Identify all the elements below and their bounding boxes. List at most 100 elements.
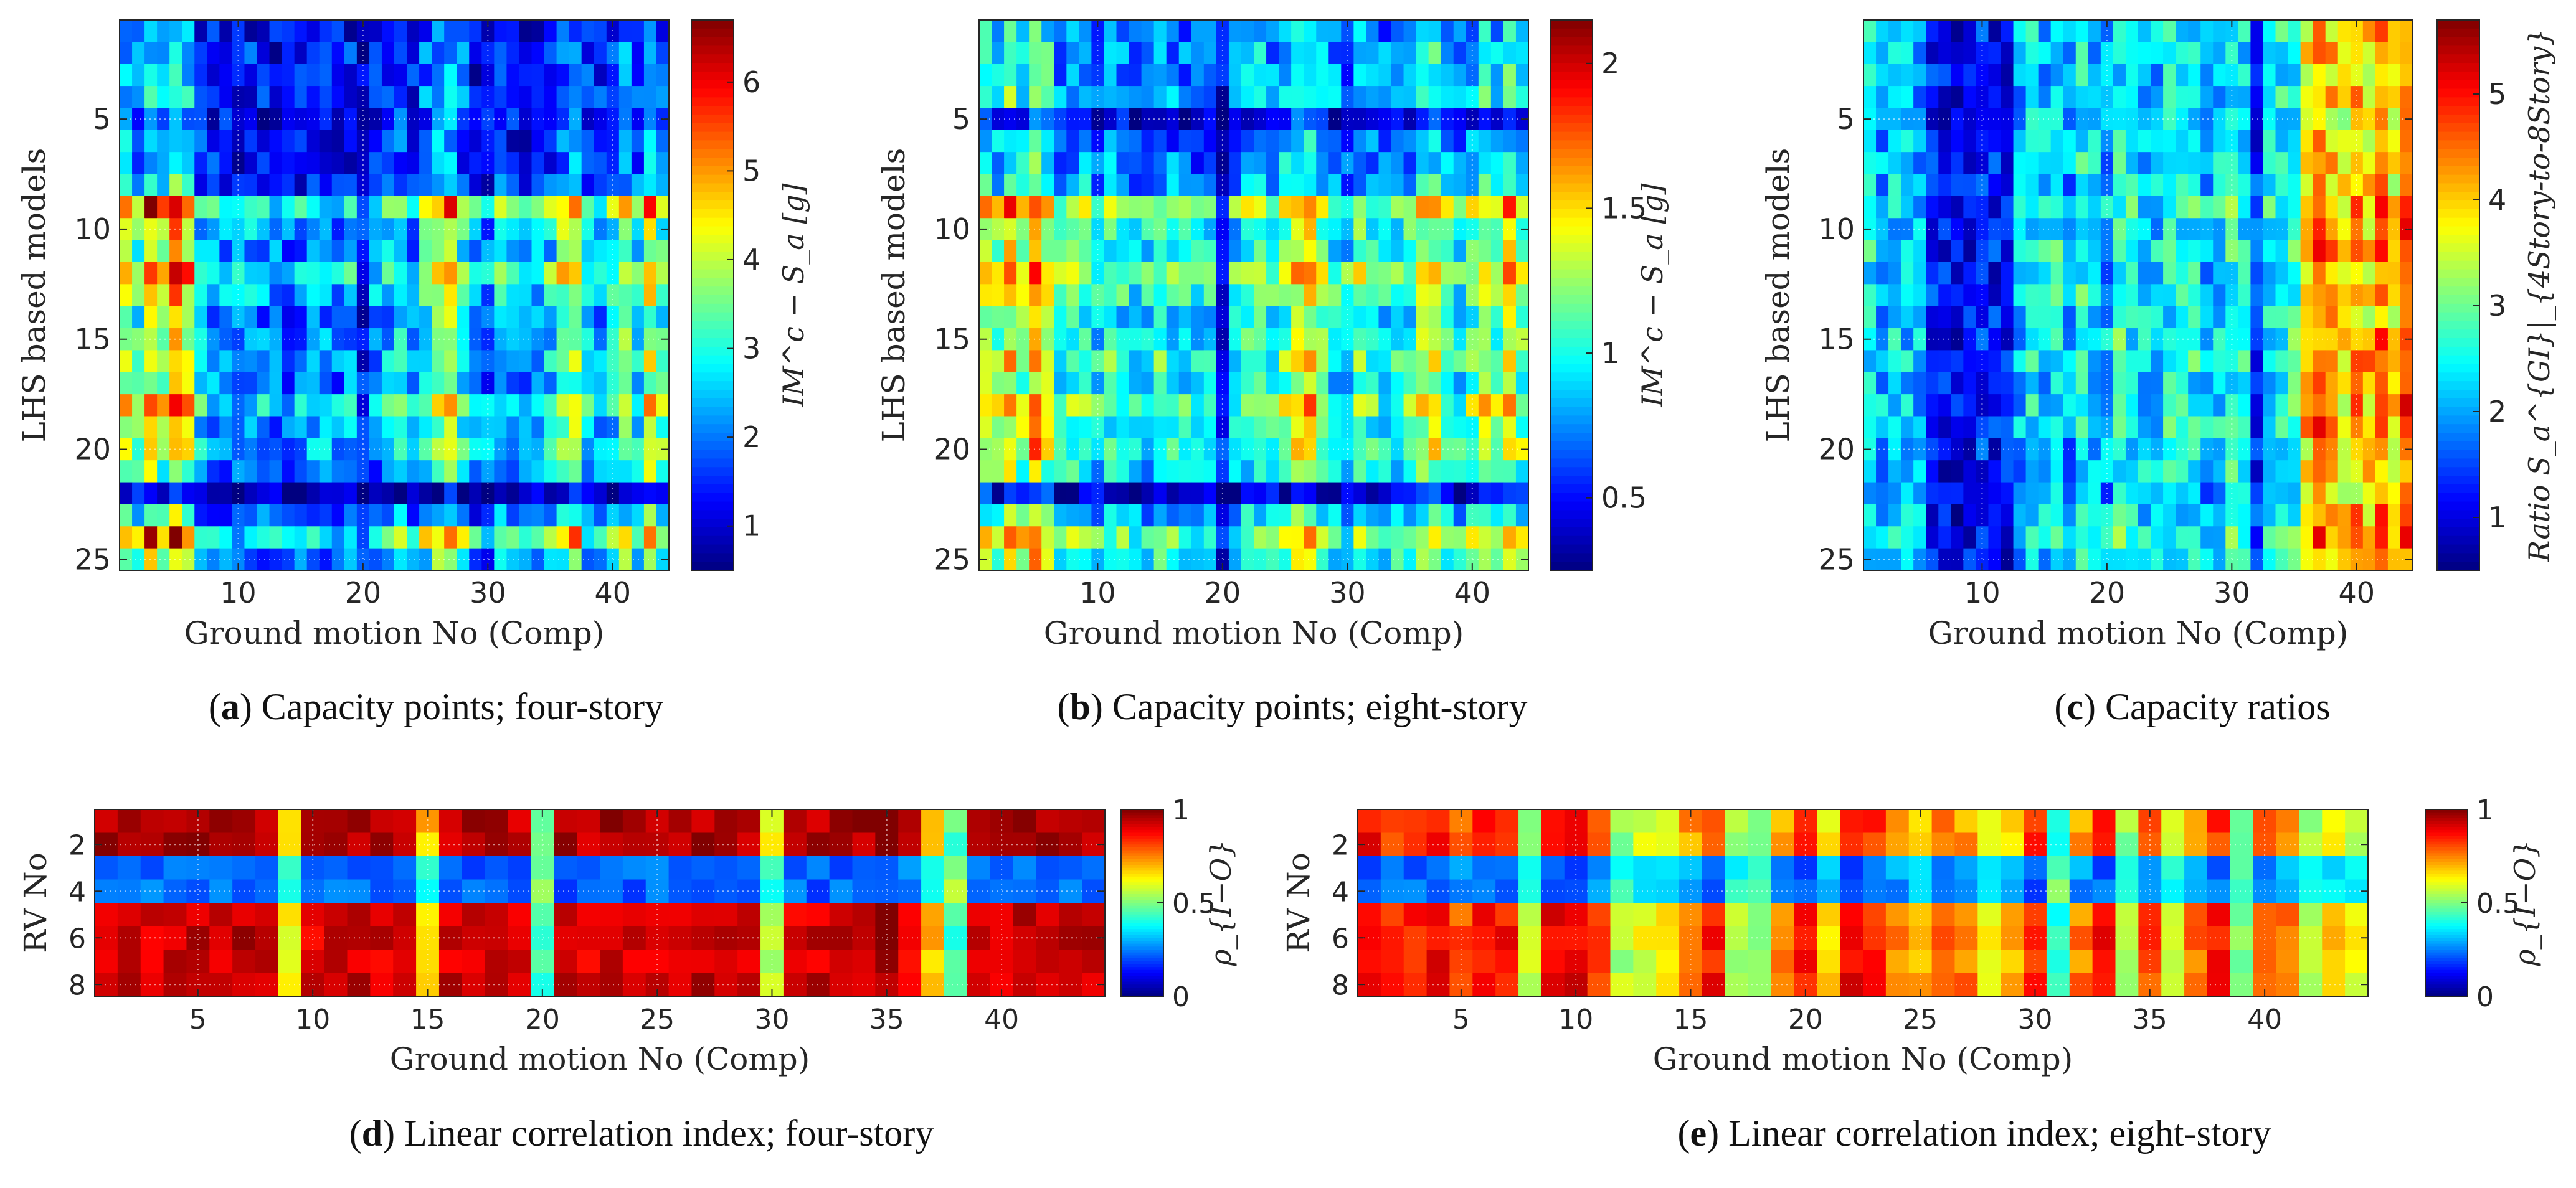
heatmap-cell <box>2001 152 2014 175</box>
heatmap-cell <box>2138 240 2151 263</box>
heatmap-cell <box>1266 504 1279 527</box>
colorbar-tick-label: 5 <box>2488 77 2506 111</box>
heatmap-cell <box>618 262 632 285</box>
heatmap-cell <box>1951 372 1964 395</box>
heatmap-cell <box>1241 350 1254 373</box>
heatmap-cell <box>1228 20 1242 42</box>
heatmap-cell <box>1391 306 1404 329</box>
colorbar-step <box>2437 71 2479 81</box>
heatmap-cell <box>331 152 345 175</box>
heatmap-cell <box>1079 240 1092 263</box>
heatmap-cell <box>319 174 333 197</box>
heatmap-cell <box>1490 174 1504 197</box>
heatmap-cell <box>656 482 670 505</box>
heatmap-cell <box>2050 108 2064 131</box>
heatmap-cell <box>2350 284 2364 307</box>
heatmap-cell <box>1478 20 1492 42</box>
heatmap-cell <box>1876 108 1889 131</box>
heatmap-cell <box>2176 64 2189 87</box>
heatmap-cell <box>1203 218 1217 241</box>
heatmap-cell <box>506 240 520 263</box>
heatmap-cell <box>1403 950 1428 974</box>
heatmap-cell <box>1938 328 1951 351</box>
heatmap-cell <box>1503 152 1517 175</box>
heatmap-cell <box>1441 372 1454 395</box>
heatmap-cell <box>2069 809 2093 834</box>
heatmap-cell <box>1913 130 1926 153</box>
heatmap-cell <box>1104 42 1117 65</box>
heatmap-cell <box>1963 130 1977 153</box>
heatmap-cell <box>444 372 457 395</box>
heatmap-cell <box>2013 350 2027 373</box>
heatmap-cell <box>1328 460 1342 483</box>
colorbar-tick-label: 1 <box>2488 501 2506 534</box>
heatmap-cell <box>394 196 407 219</box>
heatmap-cell <box>2125 108 2139 131</box>
heatmap-cell <box>2088 130 2101 153</box>
heatmap-cell <box>381 438 395 461</box>
heatmap-cell <box>2387 504 2401 527</box>
heatmap-cell <box>1976 86 1989 109</box>
heatmap-cell <box>120 42 133 65</box>
heatmap-cell <box>306 526 320 549</box>
heatmap-cell <box>244 416 258 439</box>
heatmap-cell <box>581 42 595 65</box>
heatmap-cell <box>257 526 270 549</box>
heatmap-cell <box>544 306 557 329</box>
heatmap-cell <box>157 152 170 175</box>
heatmap-cell <box>1901 86 1914 109</box>
heatmap-cell <box>1888 328 1901 351</box>
heatmap-cell <box>269 20 283 42</box>
heatmap-cell <box>2025 526 2039 549</box>
x-tick-label: 10 <box>1558 1004 1593 1035</box>
heatmap-cell <box>381 372 395 395</box>
heatmap-cell <box>1104 350 1117 373</box>
heatmap-cell <box>2163 416 2176 439</box>
heatmap-cell <box>2188 108 2201 131</box>
heatmap-cell <box>2001 130 2014 153</box>
heatmap-cell <box>257 130 270 153</box>
heatmap-cell <box>1951 86 1964 109</box>
heatmap-cell <box>1328 328 1342 351</box>
heatmap-cell <box>2238 218 2252 241</box>
heatmap-cell <box>544 20 557 42</box>
heatmap-cell <box>1391 174 1404 197</box>
colorbar-step <box>1550 450 1593 460</box>
colorbar-step <box>691 54 734 64</box>
heatmap-cell <box>1391 20 1404 42</box>
heatmap-cell <box>1863 372 1877 395</box>
heatmap-cell <box>2288 64 2301 87</box>
heatmap-cell <box>1490 504 1504 527</box>
heatmap-cell <box>344 504 358 527</box>
heatmap-cell <box>319 42 333 65</box>
heatmap-cell <box>1054 240 1067 263</box>
heatmap-cell <box>1066 130 1079 153</box>
heatmap-cell <box>1888 504 1901 527</box>
heatmap-cell <box>1116 482 1130 505</box>
heatmap-cell <box>394 350 407 373</box>
heatmap-cell <box>1228 394 1242 417</box>
heatmap-cell <box>1153 460 1167 483</box>
heatmap-cell <box>1129 196 1142 219</box>
heatmap-cell <box>1228 504 1242 527</box>
heatmap-cell <box>829 903 853 927</box>
colorbar-step <box>691 149 734 158</box>
heatmap-cell <box>643 548 657 571</box>
heatmap-cell <box>1403 64 1417 87</box>
heatmap-cell <box>1328 64 1342 87</box>
heatmap-cell <box>2125 526 2139 549</box>
heatmap-cell <box>1016 460 1030 483</box>
heatmap-cell <box>2250 64 2264 87</box>
heatmap-cell <box>2013 504 2027 527</box>
heatmap-cell <box>1951 284 1964 307</box>
heatmap-cell <box>419 240 432 263</box>
heatmap-cell <box>347 903 371 927</box>
heatmap-cell <box>257 262 270 285</box>
heatmap-cell <box>1901 42 1914 65</box>
heatmap-cell <box>2362 284 2376 307</box>
heatmap-cell <box>255 903 279 927</box>
heatmap-cell <box>606 130 620 153</box>
heatmap-cell <box>157 64 170 87</box>
heatmap-cell <box>992 108 1005 131</box>
colorbar-step <box>2437 527 2479 537</box>
